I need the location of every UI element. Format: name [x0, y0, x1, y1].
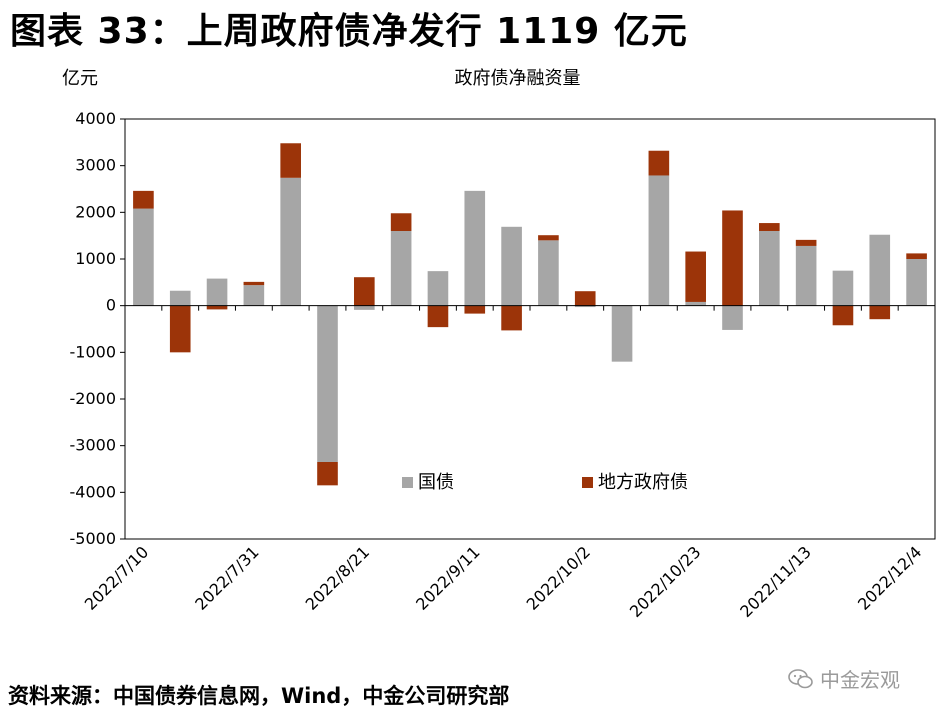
x-tick-label: 2022/10/23	[626, 542, 705, 621]
wechat-icon	[788, 668, 813, 688]
bar-difangzhai	[795, 239, 817, 246]
bar-difangzhai	[906, 253, 927, 259]
bar-guozhai	[354, 305, 375, 310]
bar-guozhai	[906, 259, 927, 306]
x-tick-label: 2022/8/21	[302, 542, 373, 613]
y-axis-unit-label: 亿元	[62, 68, 98, 89]
x-tick-label: 2022/7/10	[81, 542, 152, 613]
bar-difangzhai	[538, 235, 559, 241]
bar-guozhai	[206, 278, 228, 306]
x-tick-label: 2022/11/13	[736, 542, 815, 621]
bar-guozhai	[648, 175, 670, 306]
bar-difangzhai	[427, 305, 449, 328]
bar-difangzhai	[501, 305, 522, 331]
bar-difangzhai	[869, 305, 891, 320]
x-tick-label: 2022/9/11	[412, 542, 483, 613]
bar-difangzhai	[759, 223, 780, 231]
bar-guozhai	[832, 270, 854, 306]
y-tick-label: -1000	[70, 342, 117, 361]
watermark-text: 中金宏观	[820, 668, 900, 692]
bar-guozhai	[574, 305, 596, 308]
y-tick-label: -2000	[70, 389, 117, 408]
bar-guozhai	[317, 305, 338, 462]
y-tick-label: 1000	[75, 249, 116, 268]
bar-difangzhai	[133, 190, 154, 209]
legend-guozhai-label: 国债	[418, 472, 454, 493]
bar-guozhai	[722, 305, 743, 330]
y-tick-label: 2000	[75, 202, 116, 221]
bar-difangzhai	[243, 281, 265, 286]
x-tick-label: 2022/12/4	[854, 542, 925, 613]
bar-difangzhai	[722, 210, 743, 306]
bar-guozhai	[280, 177, 301, 306]
bar-difangzhai	[317, 462, 338, 486]
y-tick-label: -3000	[70, 436, 117, 455]
legend-difangzhai-swatch	[582, 477, 593, 488]
bar-difangzhai	[574, 291, 596, 306]
bar-guozhai	[427, 271, 449, 306]
y-tick-label: 4000	[75, 109, 116, 128]
x-tick-label: 2022/7/31	[191, 542, 262, 613]
figure-title: 图表 33：上周政府债净发行 1119 亿元	[10, 11, 688, 52]
bar-guozhai	[538, 240, 559, 306]
bar-difangzhai	[354, 277, 375, 306]
bar-guozhai	[501, 226, 522, 306]
y-tick-label: -5000	[70, 529, 117, 548]
bar-difangzhai	[648, 150, 670, 176]
bar-guozhai	[869, 234, 891, 306]
source-note: 资料来源：中国债券信息网，Wind，中金公司研究部	[8, 684, 510, 708]
bar-difangzhai	[685, 251, 706, 302]
bar-difangzhai	[832, 305, 854, 326]
bar-difangzhai	[464, 305, 486, 314]
stacked-bar-chart: 4000 3000 2000 1000 0 -1000 -2000 -3000 -4000 -50…	[70, 109, 936, 621]
y-tick-label: 0	[106, 296, 116, 315]
bar-difangzhai	[280, 143, 301, 178]
bar-difangzhai	[206, 305, 228, 310]
bar-guozhai	[390, 231, 412, 306]
legend-difangzhai-label: 地方政府债	[598, 472, 688, 493]
bar-guozhai	[685, 301, 706, 306]
y-tick-label: 3000	[75, 156, 116, 175]
bar-guozhai	[795, 245, 817, 306]
bar-guozhai	[169, 290, 191, 306]
y-tick-label: -4000	[70, 482, 117, 501]
bar-difangzhai	[390, 213, 412, 231]
plot-frame	[124, 118, 936, 540]
bar-guozhai	[243, 285, 265, 306]
bar-difangzhai	[169, 305, 191, 353]
chart-title: 政府债净融资量	[454, 68, 581, 89]
bar-guozhai	[611, 305, 633, 362]
x-tick-label: 2022/10/2	[523, 542, 594, 613]
bar-guozhai	[133, 208, 154, 306]
watermark: 中金宏观	[788, 664, 900, 693]
bar-guozhai	[464, 190, 486, 306]
legend-guozhai-swatch	[402, 477, 413, 488]
bar-guozhai	[759, 231, 780, 306]
